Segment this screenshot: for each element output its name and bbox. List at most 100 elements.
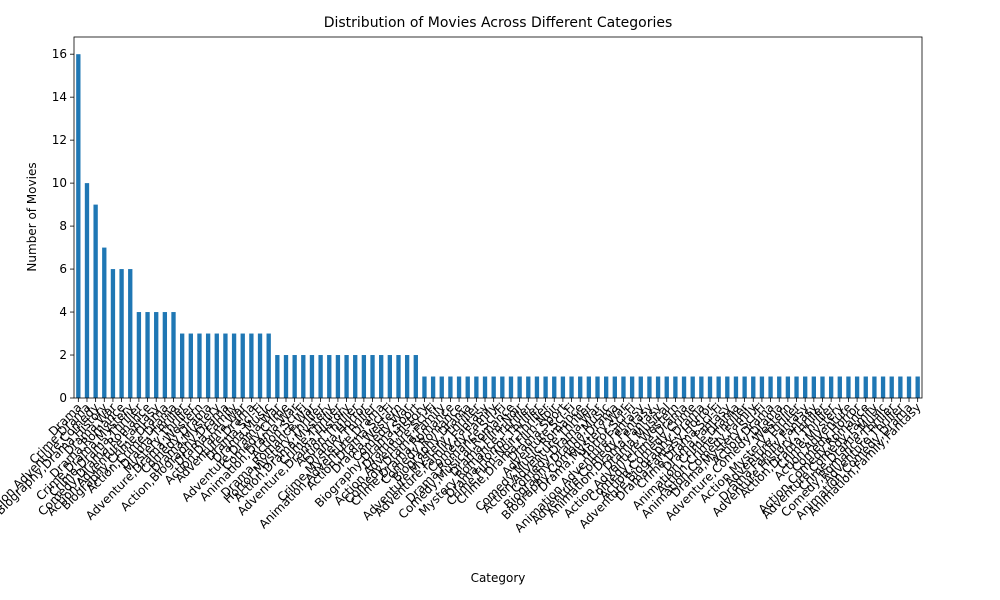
bar bbox=[309, 355, 315, 398]
bar bbox=[820, 376, 825, 398]
y-tick-label: 8 bbox=[59, 219, 67, 233]
bar bbox=[707, 376, 713, 398]
bar bbox=[673, 376, 678, 398]
y-tick-label: 10 bbox=[52, 176, 67, 190]
bar bbox=[595, 376, 600, 398]
bar bbox=[854, 376, 860, 398]
bar bbox=[872, 376, 877, 398]
bar bbox=[482, 376, 488, 398]
bar bbox=[223, 333, 228, 398]
y-tick-label: 12 bbox=[52, 133, 67, 147]
bar bbox=[266, 333, 271, 398]
bar bbox=[465, 376, 470, 398]
bar bbox=[526, 376, 531, 398]
bar bbox=[188, 333, 193, 398]
y-tick-label: 16 bbox=[52, 47, 67, 61]
bar bbox=[283, 355, 289, 398]
bar bbox=[171, 312, 176, 398]
bar bbox=[742, 376, 747, 398]
bar bbox=[456, 376, 462, 398]
bar bbox=[180, 333, 185, 398]
bar bbox=[751, 376, 756, 398]
bar bbox=[240, 333, 245, 398]
plot-frame bbox=[73, 36, 923, 399]
bar bbox=[422, 376, 427, 398]
bar bbox=[430, 376, 436, 398]
bar bbox=[759, 376, 765, 398]
bar bbox=[387, 355, 392, 398]
bar bbox=[361, 355, 367, 398]
bar bbox=[413, 355, 418, 398]
bar bbox=[119, 269, 124, 398]
y-tick-label: 2 bbox=[59, 348, 67, 362]
bar bbox=[249, 333, 254, 398]
bar bbox=[647, 376, 652, 398]
bar bbox=[690, 376, 695, 398]
bar bbox=[84, 183, 90, 398]
bar bbox=[794, 376, 799, 398]
bar bbox=[889, 376, 894, 398]
bar bbox=[335, 355, 341, 398]
y-tick-label: 6 bbox=[59, 262, 67, 276]
bar bbox=[543, 376, 548, 398]
bar bbox=[586, 376, 592, 398]
y-tick-label: 4 bbox=[59, 305, 67, 319]
bar bbox=[846, 376, 851, 398]
bar bbox=[569, 376, 574, 398]
bar bbox=[128, 269, 133, 398]
bar bbox=[379, 355, 384, 398]
bar bbox=[257, 333, 263, 398]
bar bbox=[803, 376, 808, 398]
bar bbox=[733, 376, 739, 398]
chart-title: Distribution of Movies Across Different … bbox=[324, 15, 673, 31]
bar bbox=[638, 376, 643, 398]
bar bbox=[404, 355, 410, 398]
bar bbox=[162, 312, 168, 398]
bar bbox=[145, 312, 150, 398]
bar bbox=[699, 376, 704, 398]
bar bbox=[318, 355, 323, 398]
bar bbox=[344, 355, 349, 398]
bar bbox=[292, 355, 297, 398]
bar bbox=[102, 247, 107, 398]
bar bbox=[681, 376, 687, 398]
bar bbox=[863, 376, 868, 398]
bar bbox=[552, 376, 557, 398]
bar bbox=[664, 376, 669, 398]
bar bbox=[621, 376, 626, 398]
bar bbox=[205, 333, 211, 398]
bar bbox=[612, 376, 617, 398]
bar bbox=[353, 355, 358, 398]
bar bbox=[768, 376, 773, 398]
bar bbox=[491, 376, 496, 398]
bar bbox=[578, 376, 583, 398]
bar bbox=[508, 376, 514, 398]
bar bbox=[725, 376, 730, 398]
y-tick-label: 14 bbox=[52, 90, 67, 104]
bar bbox=[837, 376, 842, 398]
bar bbox=[604, 376, 609, 398]
bar bbox=[136, 312, 142, 398]
y-axis-label: Number of Movies bbox=[25, 162, 39, 271]
bar bbox=[327, 355, 332, 398]
bar bbox=[214, 333, 219, 398]
bar bbox=[880, 376, 886, 398]
bar bbox=[275, 355, 280, 398]
bar bbox=[231, 333, 237, 398]
bar bbox=[197, 333, 202, 398]
bar bbox=[439, 376, 444, 398]
bar bbox=[500, 376, 505, 398]
bar bbox=[534, 376, 540, 398]
bar bbox=[76, 54, 81, 398]
bar bbox=[396, 355, 401, 398]
bar bbox=[716, 376, 721, 398]
bar bbox=[898, 376, 903, 398]
bar bbox=[474, 376, 479, 398]
bar bbox=[93, 204, 98, 398]
bar bbox=[629, 376, 635, 398]
bar bbox=[154, 312, 159, 398]
x-axis-label: Category bbox=[471, 571, 526, 585]
bar bbox=[517, 376, 522, 398]
y-tick-label: 0 bbox=[59, 391, 67, 405]
